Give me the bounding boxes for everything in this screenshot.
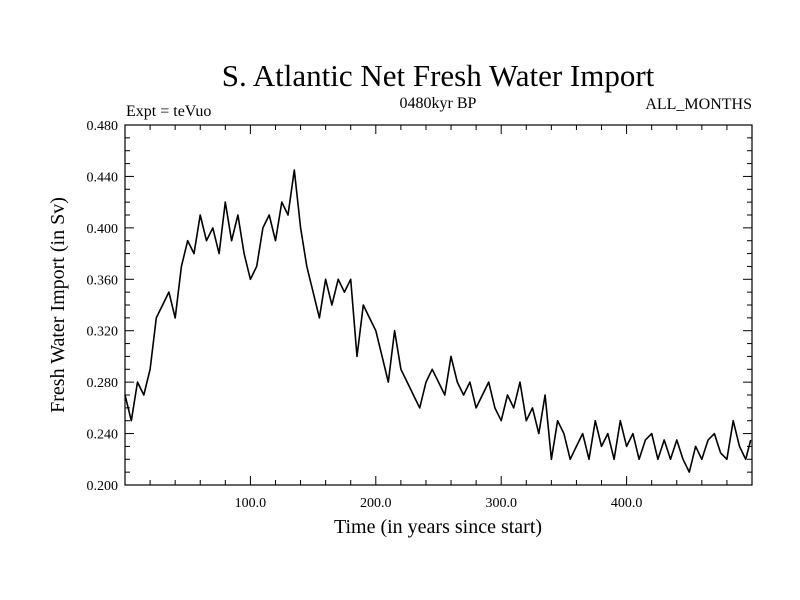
y-tick-label: 0.240 — [87, 428, 119, 443]
plot-content — [124, 169, 752, 473]
plot-frame — [124, 124, 753, 486]
y-axis-label: Fresh Water Import (in Sv) — [47, 197, 69, 413]
chart-title: S. Atlantic Net Fresh Water Import — [222, 58, 655, 93]
y-tick-label: 0.440 — [87, 170, 119, 185]
y-tick-label: 0.280 — [87, 376, 119, 391]
chart-subtitle-right: ALL_MONTHS — [645, 96, 752, 113]
y-tick-label: 0.480 — [87, 119, 119, 134]
y-tick-label: 0.320 — [87, 325, 119, 340]
x-tick-label: 300.0 — [485, 496, 517, 511]
chart-subtitle-left: Expt = teVuo — [126, 103, 211, 120]
y-tick-label: 0.360 — [87, 273, 119, 288]
y-tick-label: 0.200 — [87, 479, 119, 494]
x-tick-label: 400.0 — [611, 496, 643, 511]
x-axis: 100.0 200.0 300.0 400.0 — [149, 125, 728, 511]
x-axis-label: Time (in years since start) — [334, 516, 542, 538]
y-tick-label: 0.400 — [87, 222, 119, 237]
chart-subtitle-center: 0480kyr BP — [400, 95, 477, 112]
x-tick-label: 200.0 — [360, 496, 392, 511]
x-tick-label: 100.0 — [235, 496, 267, 511]
series-line — [124, 169, 752, 473]
y-axis: 0.200 0.240 0.280 0.320 0.360 0.400 0.440 0.480 — [87, 119, 752, 494]
